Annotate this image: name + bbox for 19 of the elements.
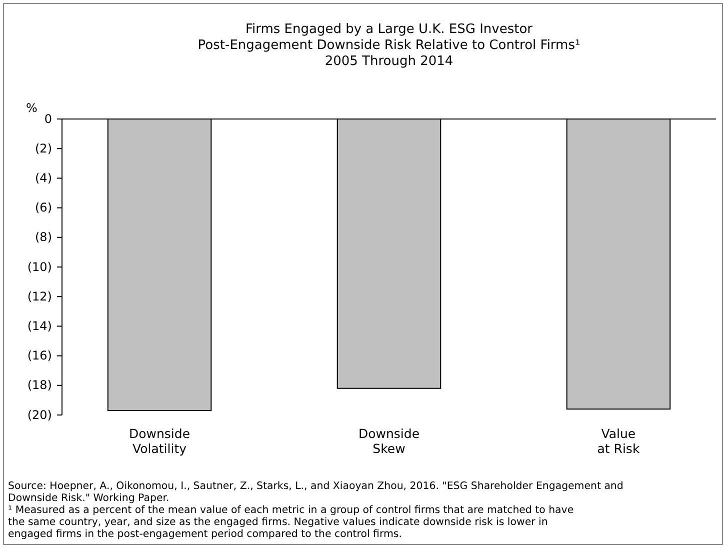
source-note: Source: Hoepner, A., Oikonomou, I., Sautner, Z., Starks, L., and Xiaoyan Zhou, 2016. "ESG Shareholder Engagement and Downside Risk." Working Paper. <box>8 481 624 504</box>
y-tick-label: (10) <box>27 260 52 274</box>
chart-title: Firms Engaged by a Large U.K. ESG Investor <box>245 22 534 37</box>
y-tick-label: (2) <box>35 141 52 156</box>
x-tick-label: Value at Risk <box>597 426 640 456</box>
y-tick-label: 0 <box>44 112 52 126</box>
y-tick-label: (4) <box>35 171 52 186</box>
y-tick-label: (6) <box>35 200 52 215</box>
y-tick-label: (14) <box>27 319 52 334</box>
text: ¹ Measured as a percent of the mean value of each metric in a group of control firms that are matched to have the same country, year, and size as the engaged firms. Negative values indicate downside risk is lower in engaged firms in the post-engagement period compared to the control firms. <box>8 505 574 540</box>
chart-subtitle: Post-Engagement Downside Risk Relative to Control Firms¹ 2005 Through 2014 <box>198 38 580 69</box>
x-tick-label: Downside Volatility <box>129 426 190 456</box>
y-tick-label: (8) <box>35 230 52 244</box>
x-tick-label: Downside Skew <box>358 426 420 456</box>
y-axis-title: % <box>26 101 38 115</box>
y-tick-label: (12) <box>27 289 52 304</box>
y-tick-label: (20) <box>27 408 52 422</box>
y-tick-label: (16) <box>27 348 52 363</box>
y-tick-label: (18) <box>27 378 52 392</box>
